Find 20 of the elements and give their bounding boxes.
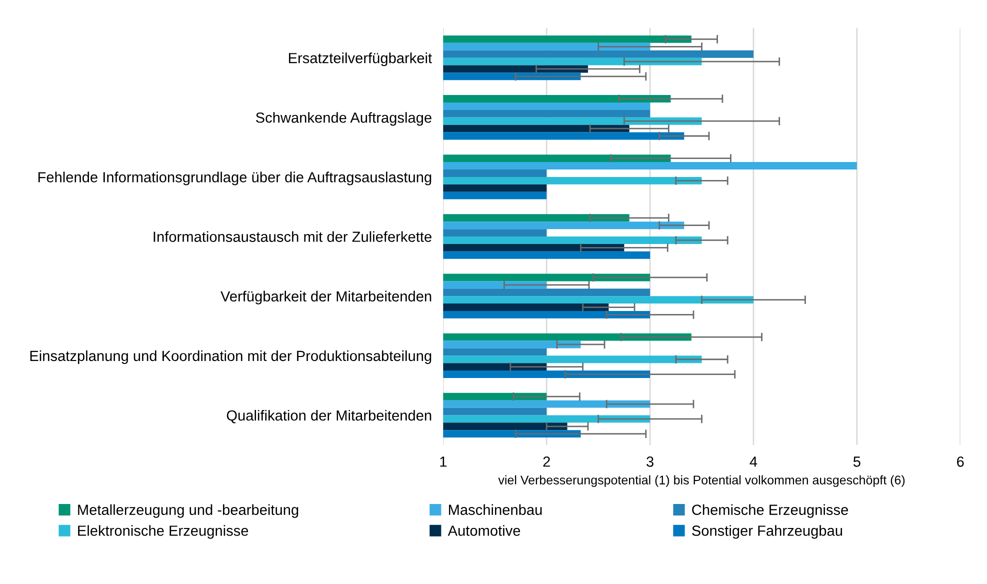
x-tick-label: 1 — [440, 456, 447, 467]
y-tick-label: Informationsaustausch mit der Zulieferkette — [154, 231, 432, 242]
x-tick-label: 4 — [750, 456, 758, 467]
legend-label: Maschinenbau — [448, 504, 542, 515]
x-axis-title: viel Verbesserungspotential (1) bis Potential volkommen ausgeschöpft (6) — [498, 475, 905, 487]
y-tick-label: Qualifikation der Mitarbeitenden — [226, 410, 432, 424]
x-tick-label: 3 — [646, 456, 654, 467]
x-tick-label: 5 — [853, 456, 860, 467]
y-tick-label: Ersatzteilverfügbarkeit — [288, 52, 432, 66]
legend-label: Elektronische Erzeugnisse — [78, 525, 248, 539]
y-tick-label: Fehlende Informationsgrundlage über die Auftragsauslastung — [38, 172, 432, 186]
x-tick-label: 2 — [543, 456, 550, 467]
legend-label: Sonstiger Fahrzeugbau — [692, 525, 842, 539]
legend-label: Metallerzeugung und -bearbeitung — [78, 504, 298, 518]
y-tick-label: Schwankende Auftragslage — [256, 112, 432, 126]
legend-label: Chemische Erzeugnisse — [692, 504, 848, 518]
y-tick-label: Verfügbarkeit der Mitarbeitenden — [220, 290, 432, 304]
legend-label: Automotive — [448, 525, 520, 536]
y-tick-label: Einsatzplanung und Koordination mit der Produktionsabteilung — [30, 350, 432, 364]
x-tick-label: 6 — [957, 456, 964, 467]
